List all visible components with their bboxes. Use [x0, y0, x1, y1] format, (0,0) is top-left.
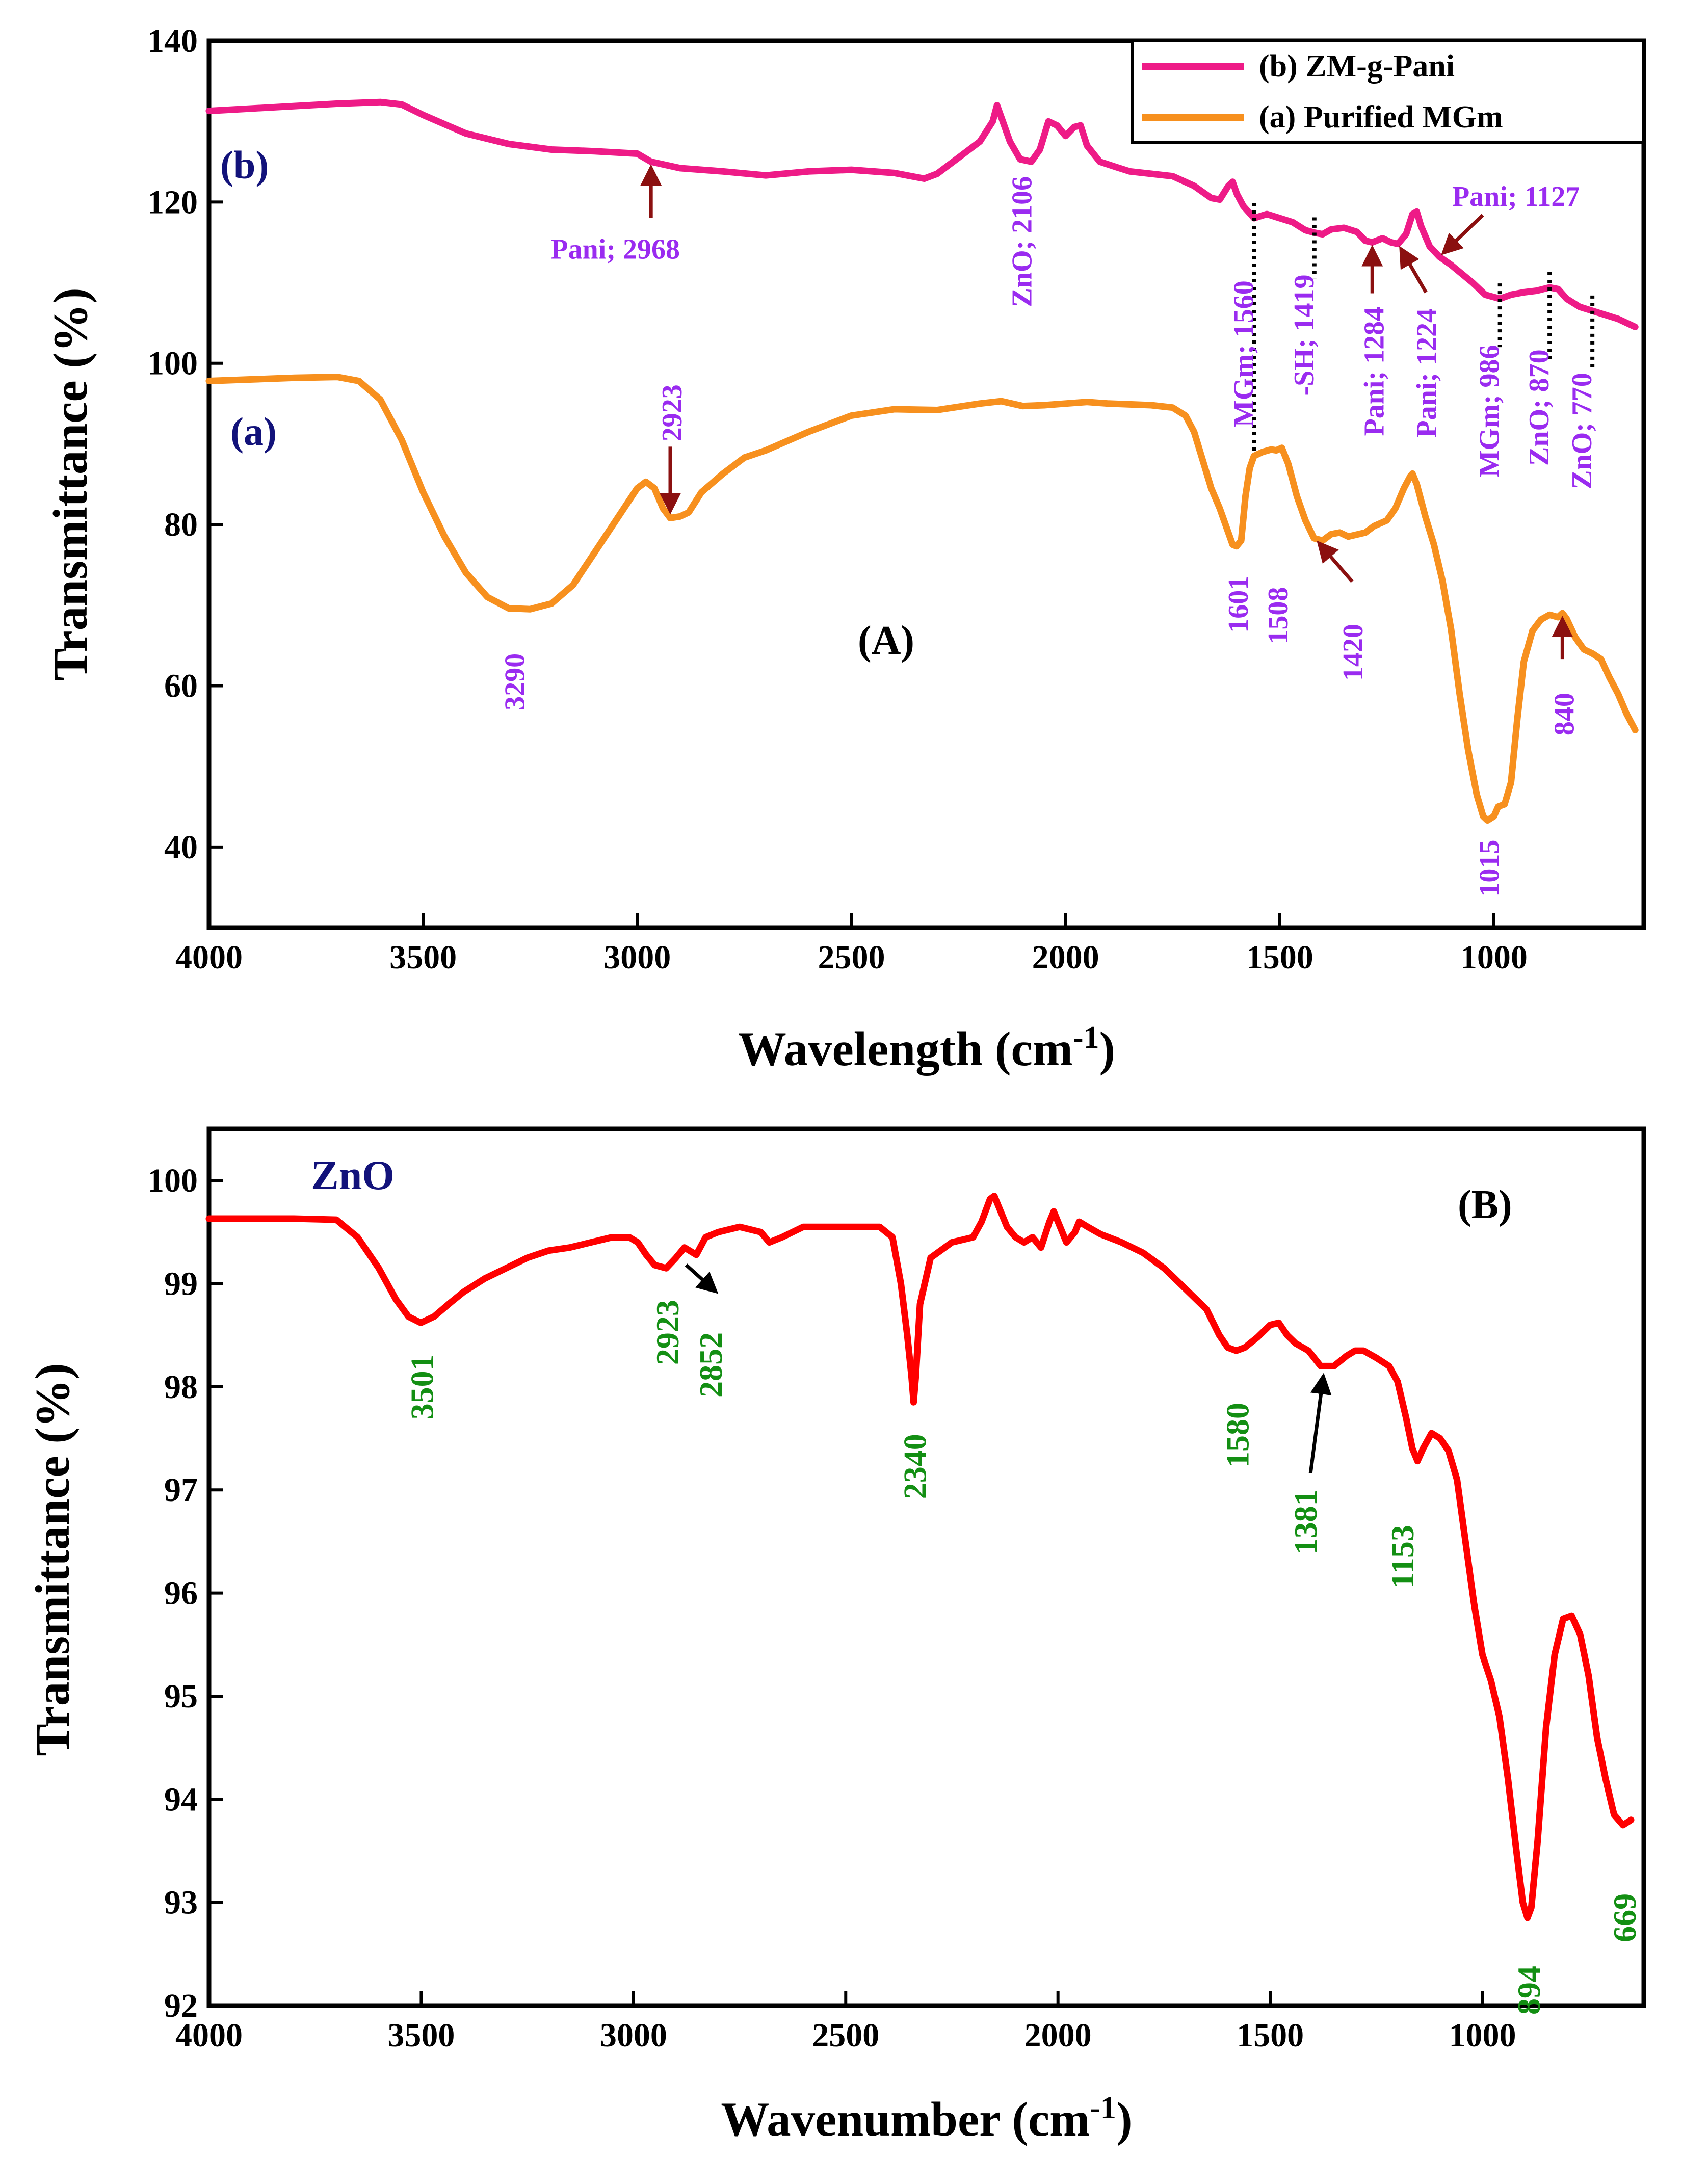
panel-a-ticks: 4000 3500 3000 2500 2000 1500 1000 40 60 80 100 120…: [147, 22, 1528, 976]
peak-label-b-zno-2106: ZnO; 2106: [1007, 176, 1038, 307]
panel-b-plot-frame: [206, 1126, 1646, 2008]
panel-a-x-axis-title-main: Wavelength (cm: [738, 1022, 1073, 1076]
panel-a-annotations: 3290 2923 1601 1508 1420 1015 840 Pani; 2968 ZnO…: [500, 164, 1598, 897]
panel-a-y-tick-label: 60: [164, 667, 198, 704]
panel-b-y-axis-title: Transmittance (%): [25, 1363, 80, 1756]
panel-a-x-axis-title-sup: -1: [1073, 1020, 1099, 1055]
panel-b-x-tick-label: 3500: [387, 2017, 455, 2054]
panel-b-x-axis-title-sup: -1: [1090, 2091, 1116, 2125]
peak-label-b-mgm-986: MGm; 986: [1474, 345, 1506, 477]
series-line-zm-g-pani: [205, 98, 1639, 330]
peak-label-zno-1580: 1580: [1219, 1403, 1255, 1468]
panel-b-x-axis-title-close: ): [1116, 2092, 1133, 2146]
panel-b-chart: 4000 3500 3000 2500 2000 1500 1000 92 93 94 95 96 97…: [25, 1126, 1646, 2146]
peak-label-b-pani-1284: Pani; 1284: [1358, 307, 1390, 436]
panel-a-x-tick-label: 4000: [175, 939, 243, 976]
panel-b-y-tick-label: 96: [164, 1575, 198, 1612]
peak-label-a-3290: 3290: [500, 653, 531, 710]
panel-b-annotations: 3501 2923 2852 2340 1580 1381 1153 894 669: [404, 1263, 1643, 2015]
legend: (b) ZM-g-Pani (a) Purified MGm: [1131, 39, 1645, 144]
peak-label-zno-3501: 3501: [404, 1354, 440, 1419]
panel-a-x-tick-label: 1500: [1246, 939, 1313, 976]
peak-label-b-zno-870: ZnO; 870: [1523, 349, 1555, 466]
panel-b-x-tick-label: 3000: [600, 2017, 667, 2054]
panel-a-x-axis-title-close: ): [1099, 1022, 1116, 1076]
panel-b-y-tick-label: 93: [164, 1884, 198, 1921]
peak-label-zno-1381: 1381: [1287, 1489, 1324, 1555]
panel-a-x-tick-label: 3000: [603, 939, 671, 976]
panel-a-y-tick-label: 140: [147, 22, 198, 60]
peak-label-a-2923: 2923: [656, 384, 688, 441]
panel-a-y-tick-label: 120: [147, 183, 198, 221]
peak-label-zno-2340: 2340: [897, 1434, 933, 1499]
peak-label-zno-2923: 2923: [649, 1300, 686, 1365]
panel-b-x-tick-label: 1000: [1449, 2017, 1516, 2054]
curve-label-b: (b): [220, 143, 269, 187]
panel-a-y-tick-label: 80: [164, 506, 198, 543]
peak-label-a-840: 840: [1548, 693, 1580, 735]
panel-a-y-tick-label: 100: [147, 345, 198, 382]
curve-label-a: (a): [230, 409, 277, 454]
peak-label-a-1015: 1015: [1474, 840, 1505, 897]
peak-label-a-1508: 1508: [1263, 587, 1294, 644]
panel-a-x-tick-label: 3500: [389, 939, 457, 976]
series-line-zno: [205, 1193, 1635, 1921]
peak-label-zno-669: 669: [1607, 1893, 1643, 1942]
peak-arrow-b-pani-1127: [1441, 214, 1484, 255]
panel-a-y-tick-label: 40: [164, 829, 198, 866]
panel-b-x-tick-label: 2000: [1024, 2017, 1092, 2054]
panel-b-x-tick-label: 4000: [175, 2017, 243, 2054]
peak-label-b--sh-1419: -SH; 1419: [1289, 274, 1320, 396]
panel-b-y-tick-label: 95: [164, 1678, 198, 1715]
panel-a-x-tick-label: 2000: [1032, 939, 1099, 976]
peak-label-zno-894: 894: [1511, 1966, 1547, 2015]
panel-b-y-tick-label: 92: [164, 1987, 198, 2024]
peak-label-b-mgm-1560: MGm; 1560: [1228, 280, 1259, 427]
panel-b-x-axis-title-main: Wavenumber (cm: [721, 2092, 1090, 2146]
panel-b-x-axis-title: Wavenumber (cm-1): [721, 2091, 1132, 2146]
peak-label-b-pani-1127: Pani; 1127: [1452, 181, 1580, 213]
panel-b-ticks: 4000 3500 3000 2500 2000 1500 1000 92 93 94 95 96 97…: [147, 1162, 1516, 2054]
peak-label-a-1601: 1601: [1223, 576, 1254, 633]
panel-a-series: [205, 98, 1639, 824]
panel-b-series: [205, 1193, 1635, 1921]
legend-label-a: (a) Purified MGm: [1259, 100, 1503, 135]
panel-a-x-tick-label: 2500: [818, 939, 885, 976]
legend-box: [1131, 39, 1645, 144]
panel-b-y-tick-label: 94: [164, 1781, 198, 1818]
panel-a-x-axis-title: Wavelength (cm-1): [738, 1020, 1115, 1076]
peak-label-a-1420: 1420: [1337, 624, 1369, 681]
peak-label-b-pani-2968: Pani; 2968: [550, 233, 680, 265]
peak-label-b-zno-770: ZnO; 770: [1566, 373, 1598, 489]
panel-label-a: (A): [858, 618, 914, 663]
panel-a-y-axis-title: Transmittance (%): [43, 287, 97, 680]
peak-label-zno-2852: 2852: [693, 1332, 729, 1398]
panel-b-y-tick-label: 98: [164, 1368, 198, 1406]
panel-b-y-tick-label: 97: [164, 1471, 198, 1509]
panel-a-plot-frame: [206, 38, 1646, 930]
zno-series-label: ZnO: [311, 1152, 395, 1198]
peak-arrow-zno-1381: [1308, 1373, 1332, 1473]
panel-a-chart: 4000 3500 3000 2500 2000 1500 1000 40 60 80 100 120…: [43, 22, 1646, 1076]
series-line-purified-mgm: [205, 374, 1639, 824]
panel-a-x-tick-label: 1000: [1460, 939, 1528, 976]
panel-b-x-tick-label: 2500: [812, 2017, 879, 2054]
peak-arrow-b-pani-1224: [1399, 246, 1428, 294]
panel-b-x-tick-label: 1500: [1237, 2017, 1304, 2054]
panel-label-b: (B): [1458, 1182, 1512, 1227]
legend-label-b: (b) ZM-g-Pani: [1259, 49, 1455, 84]
panel-b-y-tick-label: 99: [164, 1266, 198, 1303]
peak-arrow-zno-2852: [685, 1263, 719, 1294]
peak-arrow-a-1420: [1317, 540, 1354, 583]
panel-b-y-tick-label: 100: [147, 1162, 198, 1199]
peak-label-b-pani-1224: Pani; 1224: [1411, 308, 1443, 438]
peak-label-zno-1153: 1153: [1384, 1525, 1421, 1588]
